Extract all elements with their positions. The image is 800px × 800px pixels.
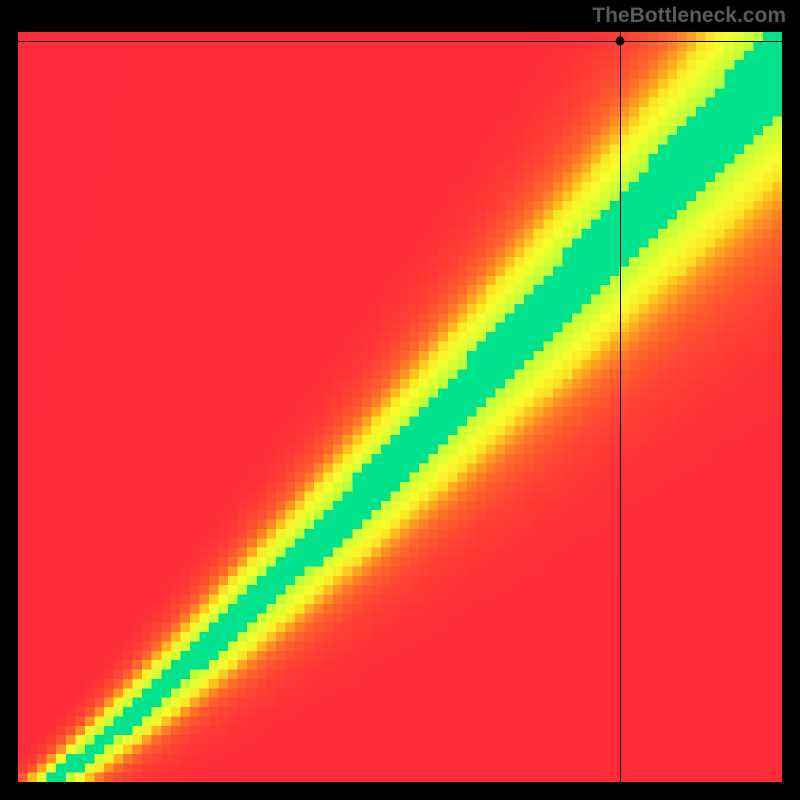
bottleneck-heatmap bbox=[18, 32, 782, 782]
watermark-text: TheBottleneck.com bbox=[592, 4, 786, 28]
crosshair-point bbox=[616, 37, 625, 46]
crosshair-vertical bbox=[620, 32, 621, 782]
crosshair-horizontal bbox=[18, 41, 782, 42]
heatmap-canvas bbox=[18, 32, 782, 782]
